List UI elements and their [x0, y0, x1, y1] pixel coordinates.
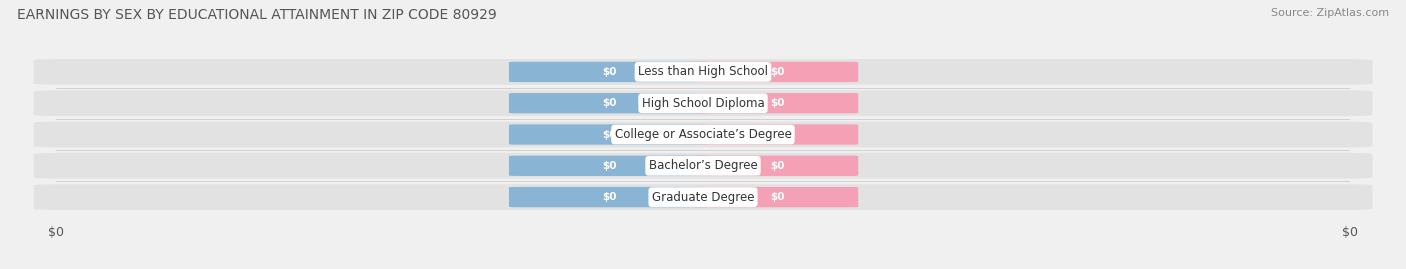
- Text: Bachelor’s Degree: Bachelor’s Degree: [648, 159, 758, 172]
- Text: College or Associate’s Degree: College or Associate’s Degree: [614, 128, 792, 141]
- FancyBboxPatch shape: [509, 124, 710, 145]
- FancyBboxPatch shape: [696, 93, 858, 113]
- FancyBboxPatch shape: [696, 124, 858, 145]
- Text: $0: $0: [602, 192, 616, 202]
- FancyBboxPatch shape: [509, 187, 710, 207]
- FancyBboxPatch shape: [696, 156, 858, 176]
- Text: Graduate Degree: Graduate Degree: [652, 191, 754, 204]
- Text: $0: $0: [770, 67, 785, 77]
- Text: $0: $0: [770, 98, 785, 108]
- Text: $0: $0: [602, 129, 616, 140]
- Text: $0: $0: [602, 161, 616, 171]
- FancyBboxPatch shape: [34, 184, 1372, 210]
- FancyBboxPatch shape: [34, 90, 1372, 116]
- FancyBboxPatch shape: [509, 156, 710, 176]
- Text: EARNINGS BY SEX BY EDUCATIONAL ATTAINMENT IN ZIP CODE 80929: EARNINGS BY SEX BY EDUCATIONAL ATTAINMEN…: [17, 8, 496, 22]
- Text: High School Diploma: High School Diploma: [641, 97, 765, 110]
- FancyBboxPatch shape: [696, 62, 858, 82]
- Legend: Male, Female: Male, Female: [637, 264, 769, 269]
- Text: $0: $0: [602, 98, 616, 108]
- Text: $0: $0: [602, 67, 616, 77]
- Text: $0: $0: [770, 129, 785, 140]
- FancyBboxPatch shape: [509, 62, 710, 82]
- FancyBboxPatch shape: [34, 122, 1372, 147]
- FancyBboxPatch shape: [509, 93, 710, 113]
- FancyBboxPatch shape: [34, 59, 1372, 85]
- FancyBboxPatch shape: [34, 153, 1372, 179]
- Text: $0: $0: [770, 192, 785, 202]
- Text: $0: $0: [770, 161, 785, 171]
- Text: Source: ZipAtlas.com: Source: ZipAtlas.com: [1271, 8, 1389, 18]
- FancyBboxPatch shape: [696, 187, 858, 207]
- Text: Less than High School: Less than High School: [638, 65, 768, 78]
